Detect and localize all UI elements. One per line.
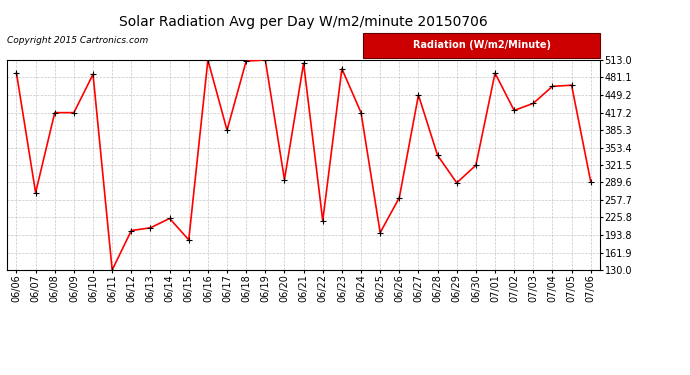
Text: Copyright 2015 Cartronics.com: Copyright 2015 Cartronics.com	[8, 36, 149, 45]
FancyBboxPatch shape	[363, 33, 600, 58]
Text: Radiation (W/m2/Minute): Radiation (W/m2/Minute)	[413, 40, 551, 50]
Text: Solar Radiation Avg per Day W/m2/minute 20150706: Solar Radiation Avg per Day W/m2/minute …	[119, 15, 488, 29]
